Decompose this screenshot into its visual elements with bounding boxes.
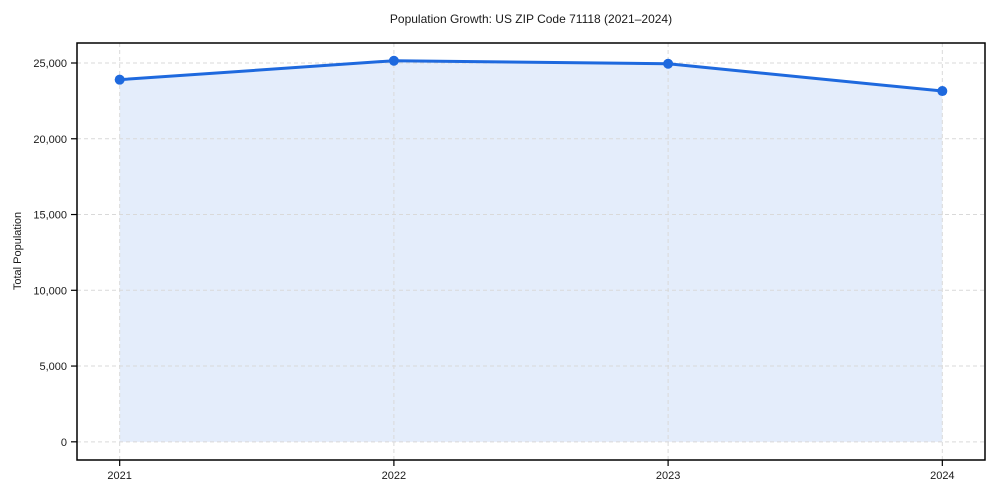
- y-tick-label: 0: [61, 437, 67, 449]
- y-tick-label: 20,000: [33, 134, 67, 146]
- y-tick-label: 25,000: [33, 58, 67, 70]
- plot-border: [76, 42, 986, 461]
- population-trend-line: [118, 59, 944, 93]
- x-tick-label: 2024: [930, 470, 954, 482]
- chart-title: Population Growth: US ZIP Code 71118 (20…: [389, 12, 673, 26]
- data-point-2021: [114, 74, 125, 85]
- y-tick-label: 10,000: [33, 285, 67, 297]
- data-point-2023: [663, 58, 674, 69]
- data-point-2024: [937, 86, 948, 97]
- x-tick-label: 2022: [382, 470, 406, 482]
- x-tick-label: 2023: [656, 470, 680, 482]
- x-tick-label: 2021: [107, 470, 131, 482]
- y-tick-label: 5,000: [39, 361, 67, 373]
- y-tick-label: 15,000: [33, 210, 67, 222]
- area-fill: [119, 60, 943, 442]
- data-point-2022: [388, 55, 399, 66]
